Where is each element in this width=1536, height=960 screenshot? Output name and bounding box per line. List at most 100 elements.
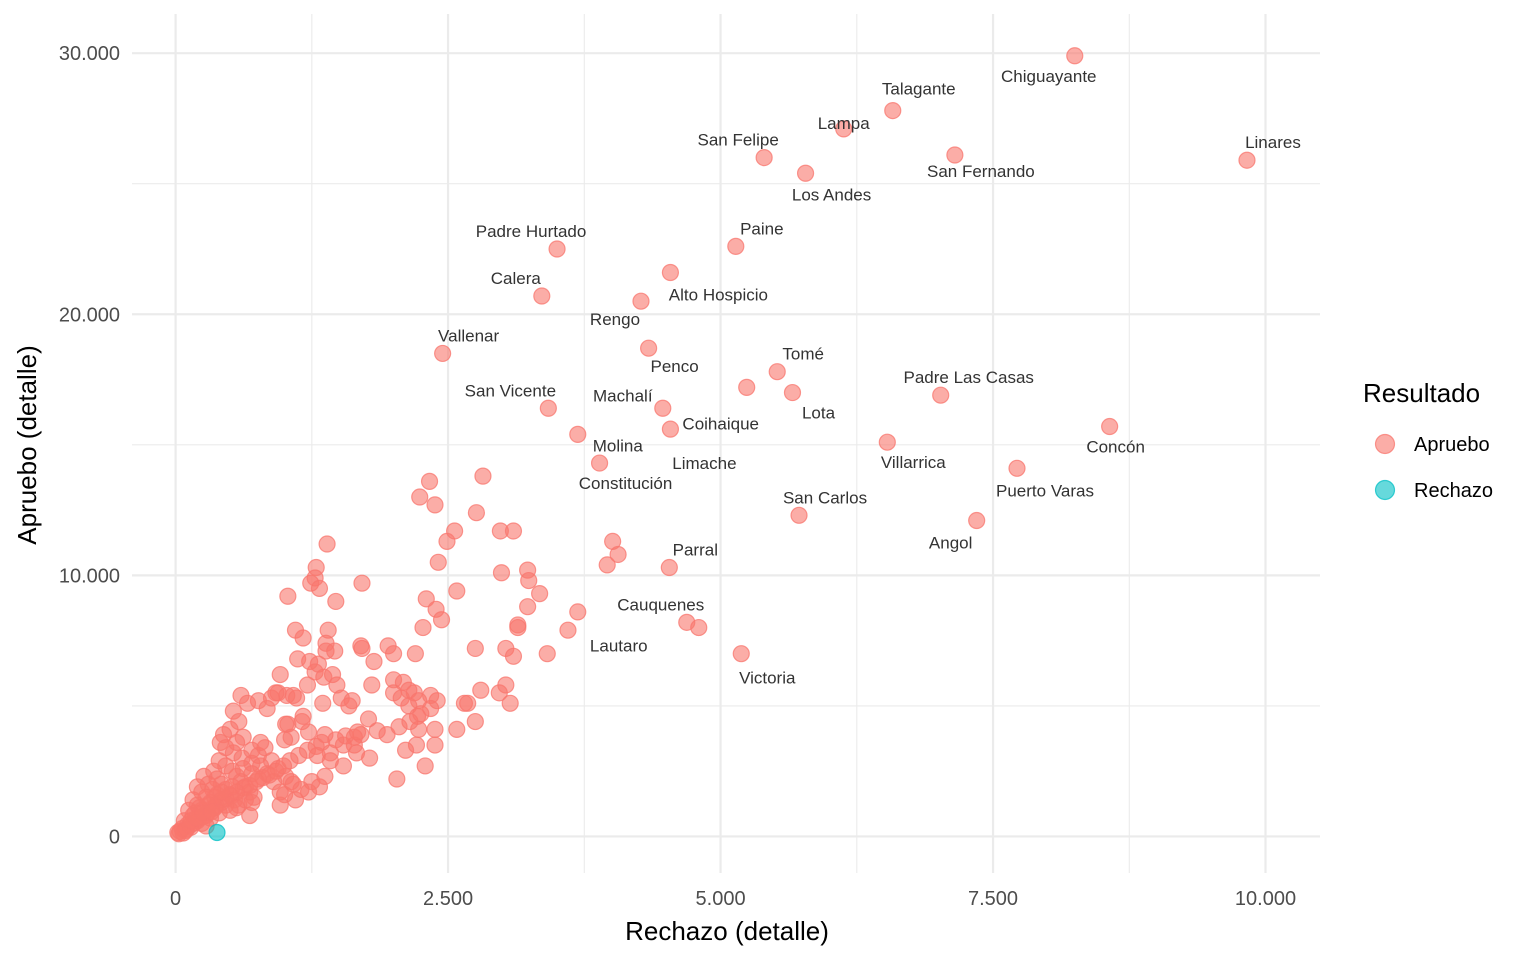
data-point-apruebo [310, 778, 329, 796]
data-point-apruebo [559, 621, 577, 639]
data-point-apruebo [755, 149, 773, 167]
data-point-apruebo [406, 645, 424, 663]
data-point-apruebo [835, 120, 853, 138]
x-tick-label: 7.500 [968, 888, 1018, 910]
data-point-apruebo [318, 535, 336, 553]
point-label: Los Andes [792, 185, 871, 204]
point-label: Villarrica [881, 453, 946, 472]
y-axis-ticks: 0 10.000 20.000 30.000 [59, 43, 120, 848]
data-points [169, 47, 1256, 843]
data-point-apruebo [727, 237, 745, 255]
data-point-apruebo [417, 590, 435, 608]
point-label: Alto Hospicio [669, 285, 768, 304]
data-point-apruebo [796, 164, 815, 182]
data-point-apruebo [432, 611, 451, 629]
data-point-apruebo [538, 645, 556, 663]
data-point-apruebo [416, 757, 434, 775]
data-point-apruebo [422, 699, 440, 718]
legend: Resultado Apruebo Rechazo [1363, 378, 1493, 502]
x-axis-title: Rechazo (detalle) [625, 916, 829, 946]
data-point-apruebo [384, 645, 403, 663]
data-point-apruebo [1101, 417, 1119, 436]
data-point-apruebo [448, 720, 466, 738]
data-point-apruebo [426, 736, 444, 754]
point-label: Padre Hurtado [476, 222, 587, 241]
data-point-apruebo [660, 558, 678, 577]
point-label: Concón [1086, 438, 1145, 457]
data-point-apruebo [598, 556, 616, 574]
data-point-apruebo [946, 146, 964, 164]
data-point-apruebo [654, 399, 672, 417]
point-label: Constitución [579, 474, 673, 493]
point-label: Puerto Varas [996, 481, 1094, 500]
y-axis-title: Apruebo (detalle) [12, 345, 42, 544]
data-point-apruebo [569, 425, 587, 443]
point-label: Chiguayante [1001, 67, 1096, 86]
point-label: Vallenar [438, 326, 499, 345]
legend-key-rechazo [1374, 479, 1396, 501]
data-point-apruebo [277, 715, 295, 733]
data-point-apruebo [539, 399, 557, 417]
data-point-apruebo [448, 582, 466, 600]
data-point-apruebo [284, 686, 302, 705]
data-point-apruebo [590, 454, 609, 472]
x-tick-label: 10.000 [1235, 888, 1296, 910]
data-point-apruebo [504, 647, 523, 665]
y-tick-label: 0 [109, 826, 120, 848]
data-point-apruebo [279, 587, 297, 605]
data-point-apruebo [474, 467, 492, 485]
data-point-apruebo [249, 770, 268, 788]
point-label: Tomé [782, 345, 824, 364]
y-tick-label: 20.000 [59, 304, 120, 326]
data-point-apruebo [321, 752, 339, 770]
y-tick-label: 10.000 [59, 565, 120, 587]
data-point-apruebo [258, 699, 276, 718]
data-point-apruebo [267, 684, 285, 702]
data-point-apruebo [361, 749, 379, 767]
x-axis-ticks: 0 2.500 5.000 7.500 10.000 [170, 888, 1296, 910]
data-point-apruebo [414, 618, 432, 637]
data-point-apruebo [504, 522, 523, 540]
data-point-apruebo [298, 676, 317, 694]
data-point-apruebo [968, 511, 986, 530]
data-point-apruebo [1238, 151, 1256, 169]
point-label: San Felipe [698, 131, 779, 150]
data-point-apruebo [353, 574, 371, 592]
data-point-apruebo [1066, 47, 1084, 65]
data-point-apruebo [732, 645, 750, 663]
point-label: Angol [929, 534, 972, 553]
point-label: San Fernando [927, 162, 1035, 181]
data-point-apruebo [438, 532, 456, 551]
point-label: Padre Las Casas [904, 368, 1034, 387]
point-label: Victoria [739, 669, 796, 688]
point-label: Lautaro [590, 637, 648, 656]
data-point-apruebo [294, 707, 312, 725]
data-point-rechazo [208, 823, 226, 842]
data-point-apruebo [520, 571, 538, 590]
point-label: Machalí [593, 386, 653, 405]
data-point-apruebo [434, 344, 452, 363]
data-point-apruebo [768, 363, 786, 381]
y-tick-label: 30.000 [59, 43, 120, 65]
data-point-apruebo [271, 665, 289, 684]
data-point-apruebo [531, 585, 549, 603]
x-tick-label: 5.000 [696, 888, 746, 910]
point-label: San Carlos [783, 488, 867, 507]
data-point-apruebo [243, 793, 261, 812]
data-point-apruebo [388, 770, 406, 788]
data-point-apruebo [292, 780, 310, 799]
point-label: Lota [802, 404, 836, 423]
point-label: Coihaique [682, 414, 759, 433]
data-point-apruebo [569, 603, 587, 621]
x-tick-label: 2.500 [423, 888, 473, 910]
data-point-apruebo [661, 263, 680, 282]
legend-label-rechazo: Rechazo [1414, 480, 1493, 502]
point-label: Lampa [818, 114, 871, 133]
data-point-apruebo [363, 676, 381, 694]
data-point-apruebo [640, 339, 658, 357]
data-point-apruebo [314, 694, 332, 712]
data-point-apruebo [252, 733, 270, 752]
data-point-apruebo [429, 553, 447, 571]
data-point-apruebo [533, 287, 551, 305]
